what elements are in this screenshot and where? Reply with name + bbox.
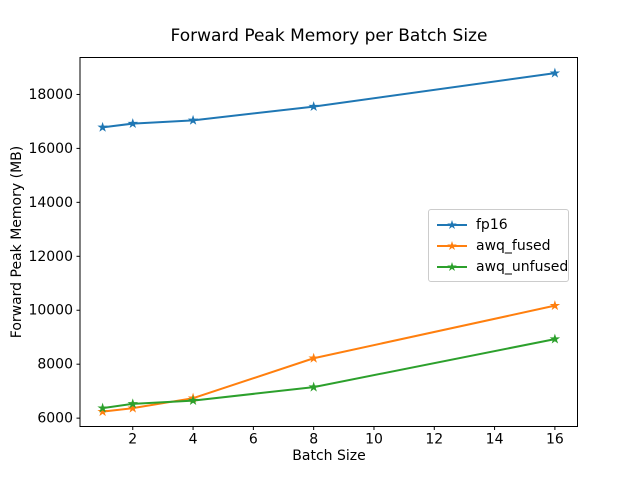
data-point-marker-awq_fused xyxy=(127,402,138,413)
x-tick-label: 12 xyxy=(425,432,443,448)
x-tick-label: 4 xyxy=(189,432,198,448)
data-point-marker-fp16 xyxy=(308,101,319,112)
x-tick-label: 2 xyxy=(128,432,137,448)
series-line-awq_fused xyxy=(101,304,556,413)
y-tick-label: 6000 xyxy=(37,411,73,427)
x-axis-ticks: 2 4 6 8 10 12 14 16 xyxy=(128,426,564,448)
y-tick-label: 12000 xyxy=(28,249,73,265)
data-point-marker-awq_unfused xyxy=(308,381,319,392)
legend-label: awq_unfused xyxy=(476,258,569,275)
chart-title: Forward Peak Memory per Batch Size xyxy=(170,26,488,46)
data-point-marker-fp16 xyxy=(187,114,199,125)
series-awq_fused xyxy=(97,300,561,417)
y-axis-ticks: 6000 8000 10000 12000 14000 16000 18000 xyxy=(28,87,80,427)
legend: fp16 awq_fused awq_unfused xyxy=(428,209,569,282)
data-point-marker-awq_unfused xyxy=(549,333,561,344)
x-tick-label: 14 xyxy=(486,432,504,448)
legend-entry-awq_fused: awq_fused xyxy=(437,235,560,256)
data-point-marker-awq_fused xyxy=(308,352,319,363)
data-point-marker-awq_unfused xyxy=(187,395,199,406)
legend-label: awq_fused xyxy=(476,237,551,254)
series-line-awq_unfused xyxy=(101,338,556,410)
series-awq_unfused xyxy=(97,333,561,413)
data-point-marker-fp16 xyxy=(549,67,561,78)
axes-frame xyxy=(79,57,578,427)
legend-entry-awq_unfused: awq_unfused xyxy=(437,256,568,277)
x-tick-label: 6 xyxy=(249,432,258,448)
x-tick-label: 16 xyxy=(546,432,564,448)
y-tick-label: 18000 xyxy=(28,87,73,103)
data-point-marker-awq_unfused xyxy=(97,402,108,413)
y-tick-label: 16000 xyxy=(28,141,73,157)
y-tick-label: 8000 xyxy=(37,357,73,373)
x-tick-label: 10 xyxy=(365,432,383,448)
legend-sample-fp16 xyxy=(437,219,467,229)
y-tick-label: 14000 xyxy=(28,195,73,211)
y-axis-label: Forward Peak Memory (MB) xyxy=(9,145,25,339)
series-line-fp16 xyxy=(101,72,556,129)
data-point-marker-fp16 xyxy=(97,121,108,132)
legend-sample-awq_fused xyxy=(437,240,467,250)
x-axis-label: Batch Size xyxy=(292,448,366,464)
legend-label: fp16 xyxy=(476,216,508,233)
data-point-marker-awq_fused xyxy=(549,300,561,311)
x-tick-label: 8 xyxy=(309,432,318,448)
data-point-marker-awq_unfused xyxy=(127,398,138,409)
y-tick-label: 10000 xyxy=(28,303,73,319)
data-point-marker-fp16 xyxy=(127,118,138,129)
data-point-marker-awq_fused xyxy=(97,406,108,417)
series-fp16 xyxy=(97,67,561,132)
legend-entry-fp16: fp16 xyxy=(437,214,560,235)
legend-sample-awq_unfused xyxy=(437,261,467,271)
